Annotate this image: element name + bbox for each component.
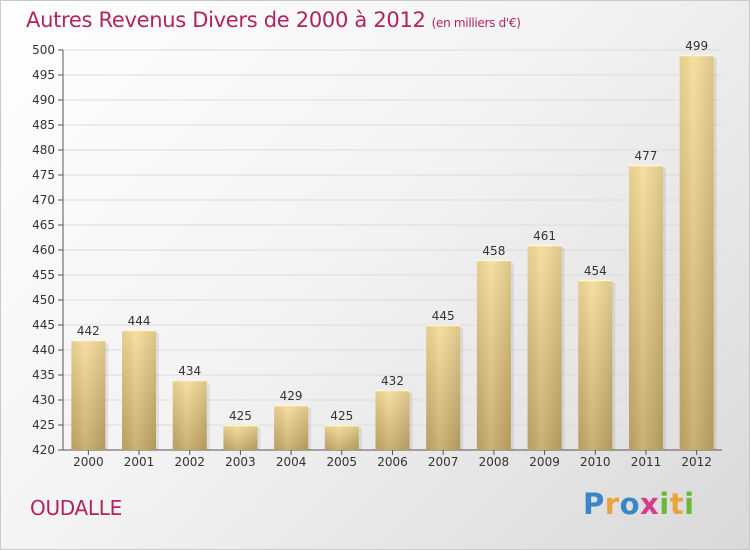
bar-shade	[426, 325, 461, 450]
x-tick-label: 2004	[276, 455, 307, 469]
x-tick-label: 2012	[681, 455, 712, 469]
x-tick-label: 2002	[174, 455, 205, 469]
x-tick-label: 2010	[580, 455, 611, 469]
y-tick-label: 435	[32, 368, 55, 382]
x-tick-label: 2005	[327, 455, 358, 469]
chart-subtitle: (en milliers d'€)	[431, 16, 521, 30]
title-text: Autres Revenus Divers de 2000 à 2012	[26, 8, 426, 32]
x-tick-label: 2007	[428, 455, 459, 469]
proxiti-logo: Proxiti	[583, 487, 695, 521]
logo-letter: r	[604, 487, 620, 521]
y-tick-label: 490	[32, 93, 55, 107]
town-name: OUDALLE	[30, 496, 122, 520]
bar-shade	[476, 260, 511, 450]
logo-letter: x	[640, 487, 660, 521]
y-tick-label: 440	[32, 343, 55, 357]
bar-value-label: 499	[685, 39, 708, 53]
y-tick-label: 470	[32, 193, 55, 207]
x-tick-label: 2000	[73, 455, 104, 469]
x-tick-label: 2006	[377, 455, 408, 469]
bar-shade	[679, 55, 714, 450]
x-tick-label: 2008	[479, 455, 510, 469]
x-tick-label: 2011	[631, 455, 662, 469]
bar-value-label: 425	[330, 409, 353, 423]
chart-title: Autres Revenus Divers de 2000 à 2012 (en …	[26, 8, 521, 32]
bar-value-label: 425	[229, 409, 252, 423]
bar-value-label: 442	[77, 324, 100, 338]
bar-shade	[628, 165, 663, 450]
bar-value-label: 432	[381, 374, 404, 388]
x-tick-label: 2009	[529, 455, 560, 469]
y-tick-label: 430	[32, 393, 55, 407]
x-tick-label: 2001	[124, 455, 155, 469]
bar-value-label: 454	[584, 264, 607, 278]
bar-shade	[274, 405, 309, 450]
bar-shade	[122, 330, 157, 450]
bar-value-label: 434	[178, 364, 201, 378]
y-tick-label: 425	[32, 418, 55, 432]
bar-value-label: 429	[280, 389, 303, 403]
y-tick-label: 420	[32, 443, 55, 457]
x-axis: 2000 2001 2002 2003 2004 2005 2006 2007 2008 2009…	[73, 450, 712, 469]
y-tick-label: 500	[32, 43, 55, 57]
bar-value-label: 445	[432, 309, 455, 323]
bars: 442 444 434 425 429 425 432 445 458 461 454 477 499	[71, 39, 717, 450]
logo-letter: i	[659, 487, 670, 521]
bar-shade	[172, 380, 207, 450]
y-tick-label: 450	[32, 293, 55, 307]
y-tick-label: 485	[32, 118, 55, 132]
bar-value-label: 461	[533, 229, 556, 243]
bar-shade	[324, 425, 359, 450]
bar-shade	[71, 340, 106, 450]
y-tick-label: 495	[32, 68, 55, 82]
logo-letter: P	[583, 487, 605, 521]
y-tick-label: 475	[32, 168, 55, 182]
y-tick-label: 465	[32, 218, 55, 232]
y-tick-label: 480	[32, 143, 55, 157]
x-tick-label: 2003	[225, 455, 256, 469]
bar-value-label: 477	[635, 149, 658, 163]
bar-shade	[375, 390, 410, 450]
bar-shade	[578, 280, 613, 450]
y-tick-label: 455	[32, 268, 55, 282]
bar-shade	[527, 245, 562, 450]
bar-value-label: 458	[482, 244, 505, 258]
logo-letter: t	[669, 487, 685, 521]
y-tick-label: 460	[32, 243, 55, 257]
bar-shade	[223, 425, 258, 450]
logo-letter: i	[684, 487, 695, 521]
bar-value-label: 444	[128, 314, 151, 328]
y-tick-label: 445	[32, 318, 55, 332]
logo-letter: o	[619, 487, 641, 521]
